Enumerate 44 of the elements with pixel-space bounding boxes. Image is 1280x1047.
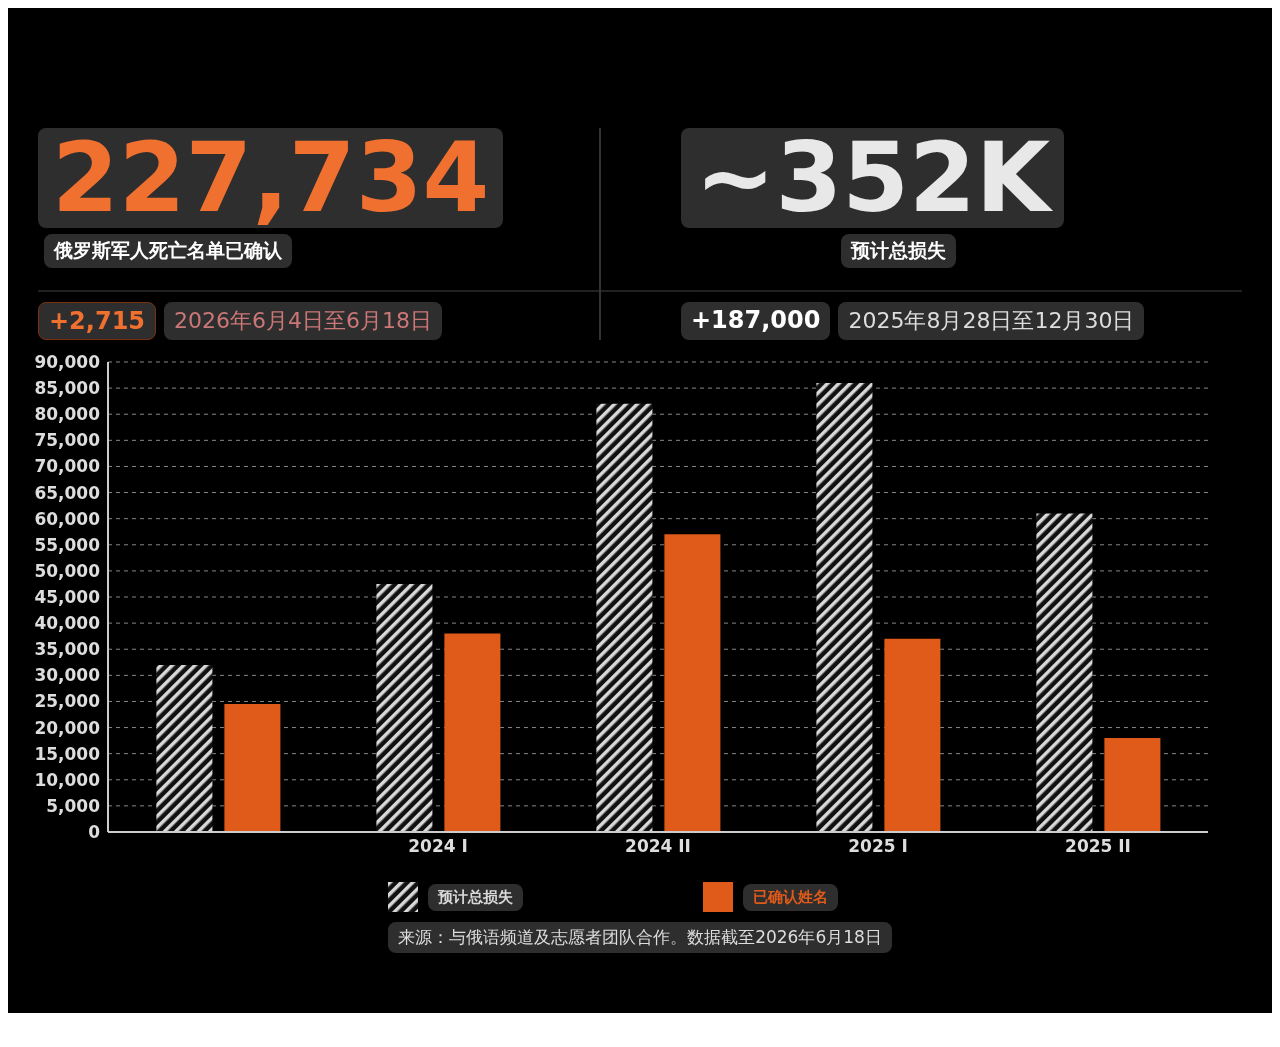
y-tick-label: 20,000 [34,717,101,738]
y-tick-label: 40,000 [34,613,101,634]
x-tick-label: 2024 I [408,836,468,857]
bar [596,403,653,832]
bar [1036,513,1093,832]
y-tick-label: 30,000 [34,665,101,686]
bar [664,534,721,832]
x-tick-label: 2025 I [848,836,908,857]
y-tick-label: 5,000 [46,795,101,816]
y-tick-label: 85,000 [34,378,101,399]
text: ~352K [694,122,1054,234]
legend-label: 已确认姓名 [743,883,838,911]
y-tick-label: 45,000 [34,587,101,608]
y-tick-label: 80,000 [34,404,101,425]
y-tick-label: 75,000 [34,430,101,451]
bar [224,704,281,832]
y-tick-label: 15,000 [34,743,101,764]
y-tick-label: 0 [88,822,101,843]
y-tick-label: 65,000 [34,482,101,503]
bar [1104,738,1161,832]
legend-label: 预计总损失 [428,883,523,911]
bar [156,664,213,832]
y-tick-label: 50,000 [34,560,101,581]
y-tick-label: 35,000 [34,639,101,660]
bar [444,633,501,832]
text: +187,000 [681,302,831,340]
y-tick-label: 90,000 [34,352,101,373]
bar [816,382,873,832]
y-tick-label: 55,000 [34,534,101,555]
text: 2026年6月4日至6月18日 [164,302,443,340]
text: 预计总损失 [841,234,956,268]
bar [376,583,433,832]
y-tick-label: 70,000 [34,456,101,477]
x-tick-label: 2025 II [1065,836,1131,857]
text: +2,715 [38,302,157,340]
text: 俄罗斯军人死亡名单已确认 [44,234,292,268]
y-tick-label: 10,000 [34,769,101,790]
bar [884,638,941,832]
source-note: 来源：与俄语频道及志愿者团队合作。数据截至2026年6月18日 [388,922,892,953]
text: 227,734 [51,122,491,234]
x-tick-label: 2024 II [625,836,691,857]
y-tick-label: 60,000 [34,508,101,529]
text: 2025年8月28日至12月30日 [838,302,1145,340]
y-tick-label: 25,000 [34,691,101,712]
